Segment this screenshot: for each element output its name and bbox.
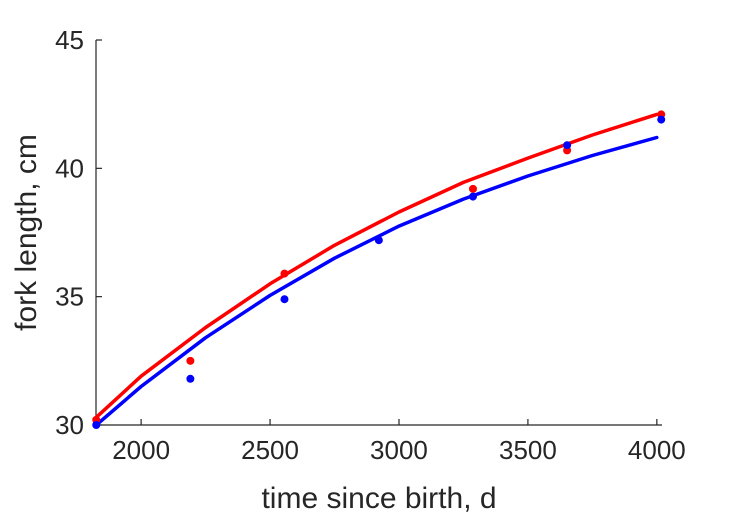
x-tick-label: 2000 — [112, 435, 170, 465]
x-tick-label: 3500 — [499, 435, 557, 465]
fit-lines — [94, 112, 659, 427]
y-ticks: 30 35 40 45 — [55, 25, 102, 440]
data-point-2 — [563, 141, 572, 150]
data-points — [92, 110, 666, 429]
y-axis-label: fork length, cm — [10, 134, 43, 331]
x-axis-label: time since birth, d — [261, 482, 496, 515]
y-tick-label: 40 — [55, 153, 84, 183]
x-tick-label: 4000 — [628, 435, 686, 465]
x-tick-label: 2500 — [241, 435, 299, 465]
data-point-1 — [468, 184, 477, 193]
data-point-2 — [657, 115, 666, 124]
data-point-2 — [186, 374, 195, 383]
y-tick-label: 35 — [55, 282, 84, 312]
data-point-2 — [92, 421, 101, 429]
data-point-1 — [186, 356, 195, 365]
y-tick-label: 30 — [55, 410, 84, 440]
data-point-2 — [468, 192, 477, 201]
x-ticks: 2000 2500 3000 3500 4000 — [112, 419, 686, 465]
y-tick-label: 45 — [55, 25, 84, 55]
fit-line-1 — [94, 112, 659, 420]
x-tick-label: 3000 — [370, 435, 428, 465]
plot-area: 2000 2500 3000 3500 4000 30 35 40 45 — [55, 25, 686, 465]
data-point-1 — [280, 269, 289, 278]
fit-line-2 — [94, 135, 659, 427]
data-point-2 — [374, 236, 383, 245]
data-point-2 — [280, 295, 289, 304]
